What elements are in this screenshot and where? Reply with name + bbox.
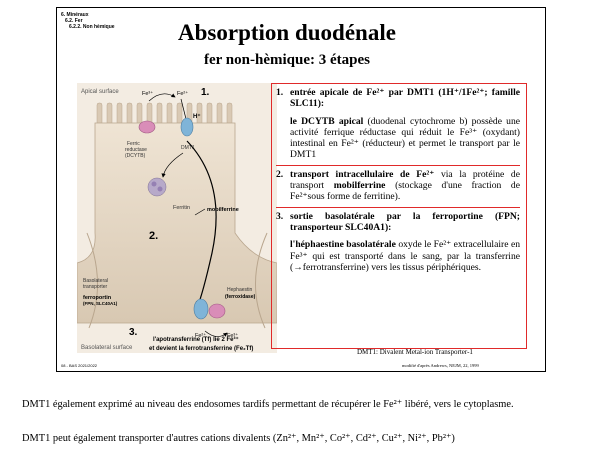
step-3-body: oxyde le Fe²⁺ extracellulaire en Fe³⁺ qu…: [290, 239, 520, 273]
step-1-text: le DCYTB apical (duodenal cytochrome b) …: [276, 116, 520, 161]
breadcrumb-level-3: 6.2.2. Non hèmique: [69, 24, 115, 30]
step-1-heading: 1. entrée apicale de Fe²⁺ par DMT1 (1H⁺/…: [276, 87, 520, 110]
dmt1-caption: DMT1: Divalent Metal-ion Transporter-1: [357, 348, 473, 356]
step-3-head-text: sortie basolatérale par la ferroportine …: [290, 210, 520, 233]
step-1-head-text: entrée apicale de Fe²⁺ par DMT1 (1H⁺/1Fe…: [290, 87, 520, 110]
step-2-body-2: (stockage d'une fraction de Fe²⁺sous for…: [290, 180, 520, 203]
ferritin-storage-arrow: [161, 152, 184, 178]
dmt1-protein: [180, 117, 194, 137]
ferroportin-label: ferroportin (FPN, SLC40A1): [83, 295, 118, 306]
paragraph-divalent-cations: DMT1 peut également transporter d'autres…: [22, 433, 455, 444]
lateral-membrane-right: [254, 232, 268, 329]
intracellular-transport-arrow: [186, 140, 217, 310]
slide: 6. Minéraux 6.2. Fer 6.2.2. Non hèmique …: [56, 7, 546, 372]
step-1-body: (duodenal cytochrome b) possède une acti…: [290, 115, 520, 161]
ferritin-label: Ferritin: [173, 205, 190, 211]
paragraph-endosomes: DMT1 également exprimé au niveau des end…: [22, 399, 514, 410]
ferric-reductase-label: Ferric reductase (DCYTB): [125, 141, 147, 159]
mobilferrine-label: mobilferrine: [207, 207, 239, 213]
fe2-label: Fe²⁺: [177, 90, 188, 97]
fe3-label: Fe³⁺: [142, 90, 153, 97]
h-plus-label: H⁺: [193, 113, 201, 120]
enterocyte-cell: [77, 122, 277, 324]
step-3-text: l'héphaestine basolatérale oxyde le Fe²⁺…: [276, 239, 520, 273]
enterocyte-diagram: Apical surface Fe³⁺ Fe²⁺ 1. H⁺ Ferric red…: [77, 83, 277, 353]
step-3-heading: 3. sortie basolatérale par la ferroporti…: [276, 210, 520, 233]
oxidation-arrow: [204, 330, 228, 337]
figure-credit: modifié d'après Andrews, NEJM, 22, 1999: [402, 363, 479, 368]
dmt1-label: DMT1: [181, 145, 195, 151]
apical-surface-label: Apical surface: [81, 89, 119, 95]
hephaestin-label: Hephaestin (ferroxidase): [225, 287, 256, 300]
lateral-membrane-left: [86, 232, 98, 329]
ferritin-core-icon: [157, 186, 163, 192]
basolateral-transporter-label: Basolateral transporter: [83, 278, 108, 290]
apotransferrin-note: l'apotransferrine (Tf) lie 2 Fe³⁺ et dev…: [149, 336, 253, 352]
steps-box: 1. entrée apicale de Fe²⁺ par DMT1 (1H⁺/…: [271, 83, 527, 349]
step-2-label: 2.: [149, 230, 158, 242]
fe2-basolateral-label: Fe²⁺: [195, 332, 206, 339]
ferritin-icon: [147, 177, 167, 197]
dcytb-protein: [138, 120, 156, 134]
breadcrumb: 6. Minéraux 6.2. Fer 6.2.2. Non hèmique: [61, 12, 115, 30]
basolateral-surface-label: Basolateral surface: [81, 345, 133, 351]
ferritin-core-icon: [151, 181, 157, 187]
slide-footer: 08 - BAS 2021/2022: [61, 363, 98, 368]
slide-title: Absorption duodénale: [178, 20, 396, 45]
fe3-basolateral-label: Fe³⁺: [227, 332, 238, 339]
slide-subtitle: fer non-hèmique: 3 étapes: [204, 52, 370, 68]
dcytb-bold: le DCYTB apical: [290, 115, 364, 127]
step-1-label: 1.: [201, 87, 210, 98]
breadcrumb-level-1: 6. Minéraux: [61, 12, 89, 18]
ferroportin-protein: [193, 298, 209, 320]
hephaestin-bold: l'héphaestine basolatérale: [290, 239, 396, 251]
mobilferrine-bold: mobilferrine: [333, 180, 386, 192]
reduction-arrow: [148, 93, 176, 102]
step-2-head-text: transport intracellulaire de Fe²⁺: [290, 168, 435, 180]
mobilferrine-pointer: [194, 208, 206, 216]
step-2-body-1: via la protéine de transport: [290, 168, 520, 192]
step-2-heading: 2. transport intracellulaire de Fe²⁺ via…: [276, 168, 520, 203]
separator: [276, 164, 520, 166]
step-3-label: 3.: [129, 327, 138, 338]
hephaestin-protein: [208, 303, 226, 319]
breadcrumb-level-2: 6.2. Fer: [65, 18, 83, 24]
separator: [276, 206, 520, 208]
